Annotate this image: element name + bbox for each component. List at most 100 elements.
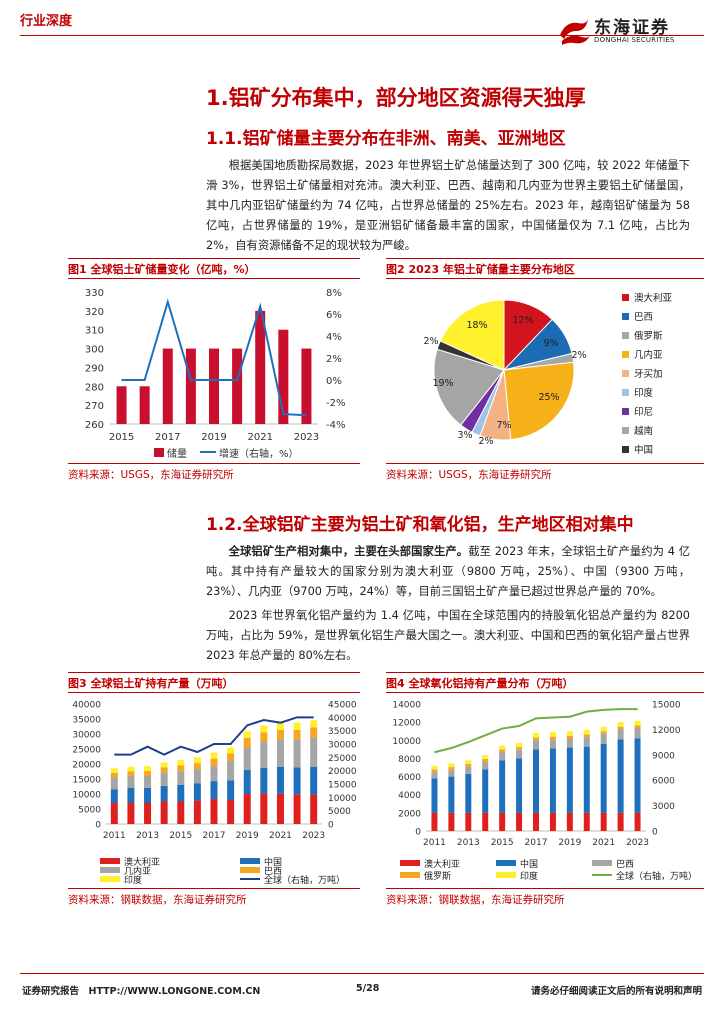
- stacked-bar-segment: [193, 769, 201, 784]
- stacked-bar-segment: [600, 743, 607, 813]
- stacked-bar-segment: [448, 769, 455, 777]
- y-tick-label: 30000: [72, 731, 101, 741]
- pie-legend-swatch: [622, 370, 629, 377]
- company-logo: 东海证券 DONGHAI SECURITIES: [556, 15, 706, 49]
- stacked-bar-segment: [465, 766, 472, 774]
- y-tick-label: 270: [85, 401, 104, 412]
- y2-tick-label: 0%: [326, 376, 342, 387]
- y-tick-label: 10000: [72, 791, 101, 801]
- fig4-title: 图4 全球氧化铝持有产量分布（万吨）: [386, 677, 574, 690]
- legend-label: 全球（右轴，万吨）: [616, 870, 697, 882]
- pie-slice-label: 9%: [543, 338, 558, 349]
- stacked-bar-segment: [293, 767, 301, 795]
- logo-name: 东海证券: [594, 18, 670, 38]
- stacked-bar-segment: [499, 760, 506, 813]
- legend-label: 印度: [520, 870, 538, 882]
- footer-disclaimer: 请务必仔细阅读正文后的所有说明和声明: [530, 986, 702, 997]
- pie-legend-swatch: [622, 351, 629, 358]
- fig1-bottom-line: [68, 463, 360, 464]
- stacked-bar-segment: [583, 729, 590, 735]
- stacked-bar-segment: [583, 746, 590, 813]
- y-tick-label: 25000: [72, 746, 101, 756]
- pie-legend-label: 越南: [634, 425, 653, 437]
- legend-label: 巴西: [264, 866, 282, 877]
- header-divider: [20, 35, 704, 36]
- stacked-bar-segment: [110, 789, 118, 803]
- stacked-bar-segment: [144, 776, 152, 788]
- x-tick-label: 2021: [592, 838, 615, 848]
- footer-divider: [20, 973, 704, 974]
- legend-swatch: [496, 860, 516, 866]
- pie-legend-label: 巴西: [634, 312, 653, 323]
- y-tick-label: 330: [85, 288, 104, 299]
- pie-legend-swatch: [622, 427, 629, 434]
- stacked-bar-segment: [533, 812, 539, 831]
- stacked-bar-segment: [516, 758, 523, 813]
- stacked-bar-segment: [499, 749, 506, 753]
- y2-tick-label: -2%: [326, 398, 345, 409]
- y-tick-label: 10000: [392, 737, 421, 747]
- y2-tick-label: 8%: [326, 288, 342, 299]
- stacked-bar-segment: [127, 771, 135, 776]
- legend-label: 澳大利亚: [424, 858, 460, 870]
- stacked-bar-segment: [293, 739, 301, 768]
- stacked-bar-segment: [482, 758, 489, 762]
- y2-tick-label: 6000: [652, 777, 675, 787]
- stacked-bar-segment: [465, 812, 472, 831]
- logo-emblem-icon: [560, 19, 590, 45]
- stacked-bar-segment: [482, 755, 489, 759]
- pie-slice-label: 3%: [457, 430, 472, 441]
- stacked-bar-segment: [227, 747, 235, 754]
- bar: [116, 386, 127, 424]
- y-tick-label: 15000: [72, 776, 101, 786]
- pie-slice-label: 2%: [423, 336, 438, 347]
- y-tick-label: 35000: [72, 716, 101, 726]
- legend-swatch: [400, 860, 420, 866]
- stacked-bar-segment: [276, 729, 284, 740]
- stacked-bar-segment: [243, 770, 251, 794]
- x-tick-label: 2013: [136, 831, 159, 841]
- x-tick-label: 2019: [236, 831, 259, 841]
- stacked-bar-segment: [634, 812, 641, 831]
- y-tick-label: 310: [85, 326, 104, 337]
- pie-slice: [439, 299, 505, 371]
- y2-tick-label: 40000: [328, 714, 357, 724]
- pie-slice-label: 18%: [466, 320, 487, 331]
- stacked-bar-segment: [617, 812, 624, 831]
- pie-slice-label: 2%: [478, 436, 493, 447]
- stacked-bar-segment: [448, 767, 455, 770]
- growth-line: [121, 298, 307, 417]
- legend-swatch: [240, 858, 260, 864]
- stacked-bar-segment: [127, 766, 135, 772]
- y2-tick-label: 4%: [326, 332, 342, 343]
- x-tick-label: 2013: [457, 838, 480, 848]
- stacked-bar-segment: [127, 803, 135, 824]
- stacked-bar-segment: [160, 762, 168, 768]
- stacked-bar-segment: [193, 757, 201, 764]
- legend-label: 中国: [520, 858, 538, 870]
- x-tick-label: 2023: [302, 831, 325, 841]
- fig3-top-line: [68, 672, 360, 673]
- pie-legend-label: 中国: [634, 444, 653, 456]
- stacked-bar-segment: [634, 738, 641, 813]
- y-tick-label: 4000: [398, 791, 421, 801]
- stacked-bar-segment: [617, 729, 624, 740]
- stacked-bar-segment: [634, 728, 641, 739]
- stacked-bar-segment: [160, 801, 168, 824]
- stacked-bar-segment: [583, 737, 590, 747]
- stacked-bar-segment: [243, 794, 251, 824]
- stacked-bar-segment: [243, 731, 251, 738]
- pie-slice-label: 12%: [512, 315, 533, 326]
- fig2-title-underline: [386, 278, 704, 279]
- y2-tick-label: -4%: [326, 420, 345, 431]
- fig1-top-line: [68, 258, 360, 259]
- fig4-title-underline: [386, 692, 704, 693]
- fig3-chart: 0 5000 10000 15000 20000 25000 30000 35000 40000…: [72, 701, 357, 887]
- fig2-title: 图2 2023 年铝土矿储量主要分布地区: [386, 263, 575, 276]
- y2-tick-label: 0: [328, 821, 334, 831]
- legend-label: 全球（右轴，万吨）: [264, 874, 345, 886]
- stacked-bar-segment: [516, 812, 523, 831]
- stacked-bar-segment: [566, 735, 573, 739]
- x-tick-label: 2015: [491, 838, 514, 848]
- fig3-title-underline: [68, 692, 360, 693]
